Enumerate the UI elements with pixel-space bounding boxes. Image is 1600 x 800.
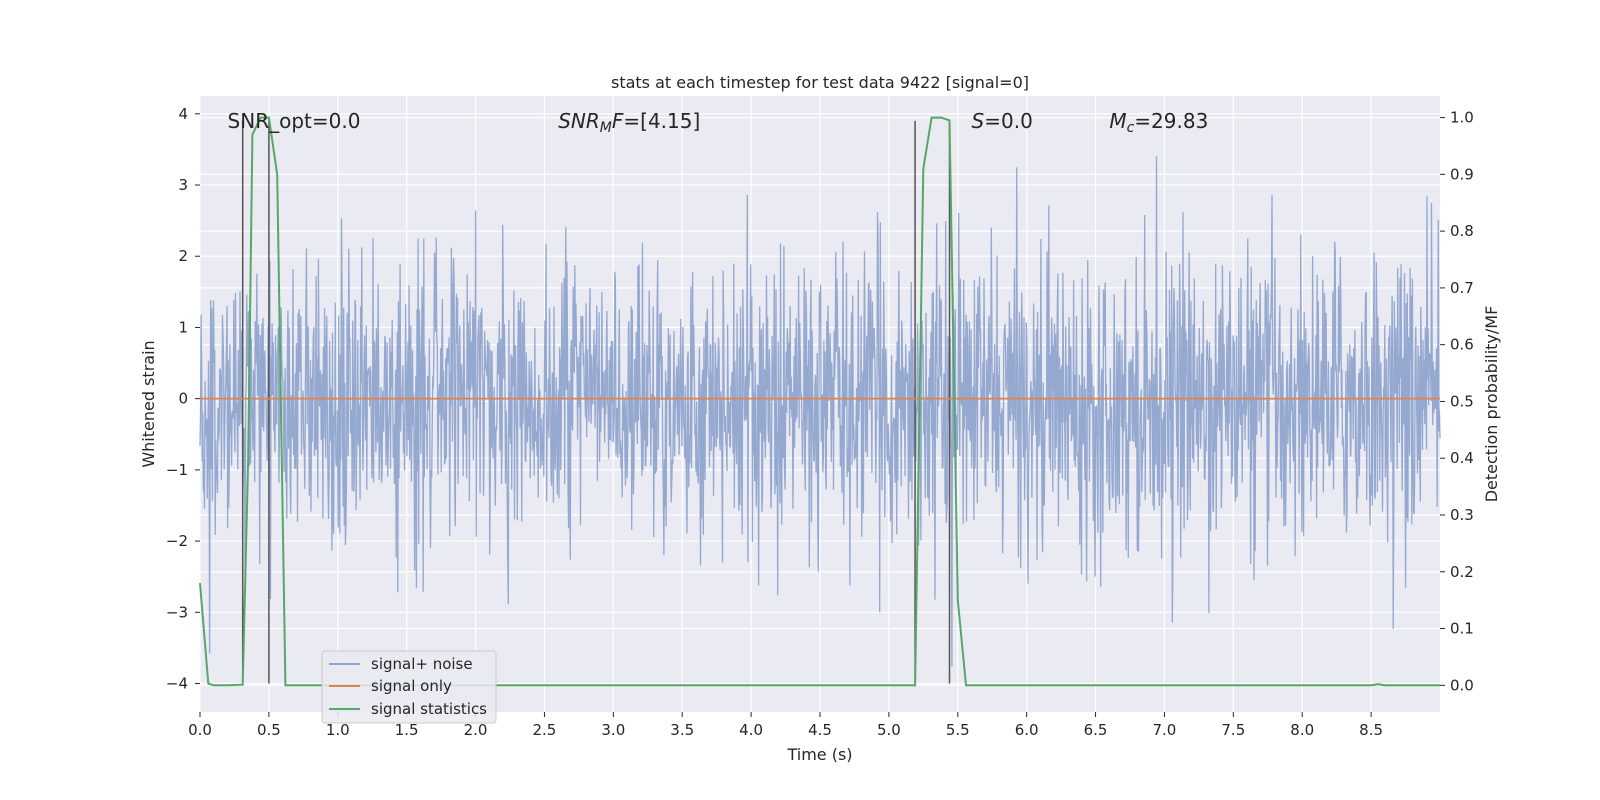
y-tick-label-4: 0 [178,390,188,408]
x-tick-label-2: 1.0 [326,721,350,739]
y2-tick-label-9: 0.9 [1450,165,1474,183]
annotation-1: SNRMF=[4.15] [558,109,700,136]
y2-tick-label-7: 0.7 [1450,279,1474,297]
y-tick-label-6: 2 [178,247,188,265]
x-tick-label-9: 4.5 [808,721,832,739]
annotation-2: S=0.0 [972,109,1033,133]
y2-tick-label-1: 0.1 [1450,620,1474,638]
x-tick-label-11: 5.5 [946,721,970,739]
chart-title: stats at each timestep for test data 942… [611,73,1029,92]
x-tick-label-12: 6.0 [1015,721,1039,739]
x-tick-label-5: 2.5 [533,721,557,739]
vertical-markers [241,120,951,684]
x-tick-label-8: 4.0 [739,721,763,739]
annotation-3: Mc=29.83 [1109,109,1208,136]
annotations: SNR_opt=0.0 SNRMF=[4.15] S=0.0 Mc=29.83 [228,109,1209,136]
axes: 0.0 0.5 1.0 1.5 2.0 2.5 3.0 3.5 4.0 4.5 5.0 5.5 6.0 6… [166,105,1474,739]
series-lines [199,116,1440,687]
x-tick-label-15: 7.5 [1221,721,1245,739]
x-tick-label-4: 2.0 [464,721,488,739]
y-tick-label-3: −1 [166,461,188,479]
y-axis-label: Whitened strain [139,340,158,467]
y2-tick-label-8: 0.8 [1450,222,1474,240]
y2-tick-label-6: 0.6 [1450,336,1474,354]
y2-tick-label-2: 0.2 [1450,563,1474,581]
y2-tick-label-0: 0.0 [1450,676,1474,694]
series-line-signal-statistics [199,116,1440,687]
x-tick-label-13: 6.5 [1084,721,1108,739]
x-tick-label-7: 3.5 [670,721,694,739]
x-tick-label-0: 0.0 [188,721,212,739]
y2-tick-label-5: 0.5 [1450,392,1474,410]
y-tick-label-5: 1 [178,318,188,336]
legend-box [321,650,497,724]
legend-label-signal-noise: signal+ noise [371,655,473,673]
x-axis-label: Time (s) [786,745,852,764]
y-tick-label-7: 3 [178,176,188,194]
legend: signal+ noise signal only signal statist… [321,650,497,724]
y-tick-label-8: 4 [178,105,188,123]
x-tick-label-14: 7.0 [1153,721,1177,739]
x-tick-label-1: 0.5 [257,721,281,739]
x-tick-label-6: 3.0 [601,721,625,739]
y-tick-label-2: −2 [166,532,188,550]
series-line-signal-noise [199,156,1441,667]
legend-label-signal-statistics: signal statistics [371,700,487,718]
series-signal-noise [199,156,1441,667]
annotation-0: SNR_opt=0.0 [228,109,361,133]
y2-axis-label: Detection probability/MF [1482,306,1501,503]
x-tick-label-10: 5.0 [877,721,901,739]
y2-tick-label-4: 0.4 [1450,449,1474,467]
x-tick-label-3: 1.5 [395,721,419,739]
x-tick-label-17: 8.5 [1359,721,1383,739]
y-tick-label-0: −4 [166,675,188,693]
y2-tick-label-3: 0.3 [1450,506,1474,524]
y2-tick-label-10: 1.0 [1450,109,1474,127]
y-tick-label-1: −3 [166,603,188,621]
legend-label-signal-only: signal only [371,677,452,695]
x-tick-label-16: 8.0 [1290,721,1314,739]
